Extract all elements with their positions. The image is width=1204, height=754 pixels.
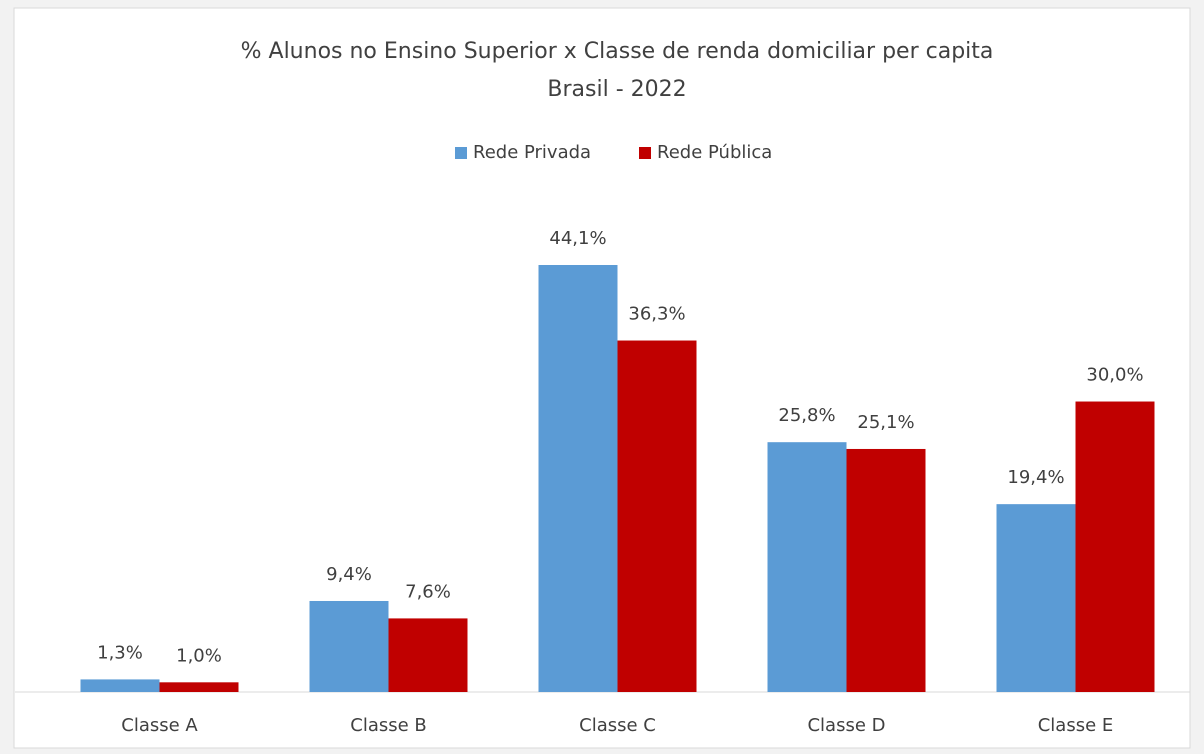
bar [1075, 401, 1155, 692]
bar [617, 340, 697, 692]
bar [846, 448, 926, 692]
bar [159, 682, 239, 692]
bar [996, 504, 1076, 692]
legend-swatch [455, 147, 467, 159]
legend-label: Rede Pública [657, 142, 772, 163]
bar [767, 442, 847, 692]
data-label: 1,0% [176, 645, 222, 666]
data-label: 30,0% [1086, 365, 1143, 386]
x-tick-label: Classe D [807, 715, 885, 736]
x-tick-label: Classe C [579, 715, 656, 736]
data-label: 7,6% [405, 581, 451, 602]
data-label: 36,3% [628, 304, 685, 325]
data-label: 44,1% [549, 228, 606, 249]
x-tick-label: Classe B [350, 715, 427, 736]
chart-title: % Alunos no Ensino Superior x Classe de … [241, 39, 994, 64]
data-label: 25,1% [857, 412, 914, 433]
legend-swatch [639, 147, 651, 159]
chart-subtitle: Brasil - 2022 [547, 77, 686, 102]
bar [388, 618, 468, 692]
x-tick-label: Classe E [1038, 715, 1114, 736]
bar [80, 679, 160, 692]
data-label: 9,4% [326, 564, 372, 585]
data-label: 19,4% [1007, 467, 1064, 488]
data-label: 1,3% [97, 642, 143, 663]
data-label: 25,8% [778, 405, 835, 426]
x-tick-label: Classe A [121, 715, 198, 736]
bar [538, 265, 618, 692]
legend-label: Rede Privada [473, 142, 591, 163]
bar [309, 600, 389, 692]
